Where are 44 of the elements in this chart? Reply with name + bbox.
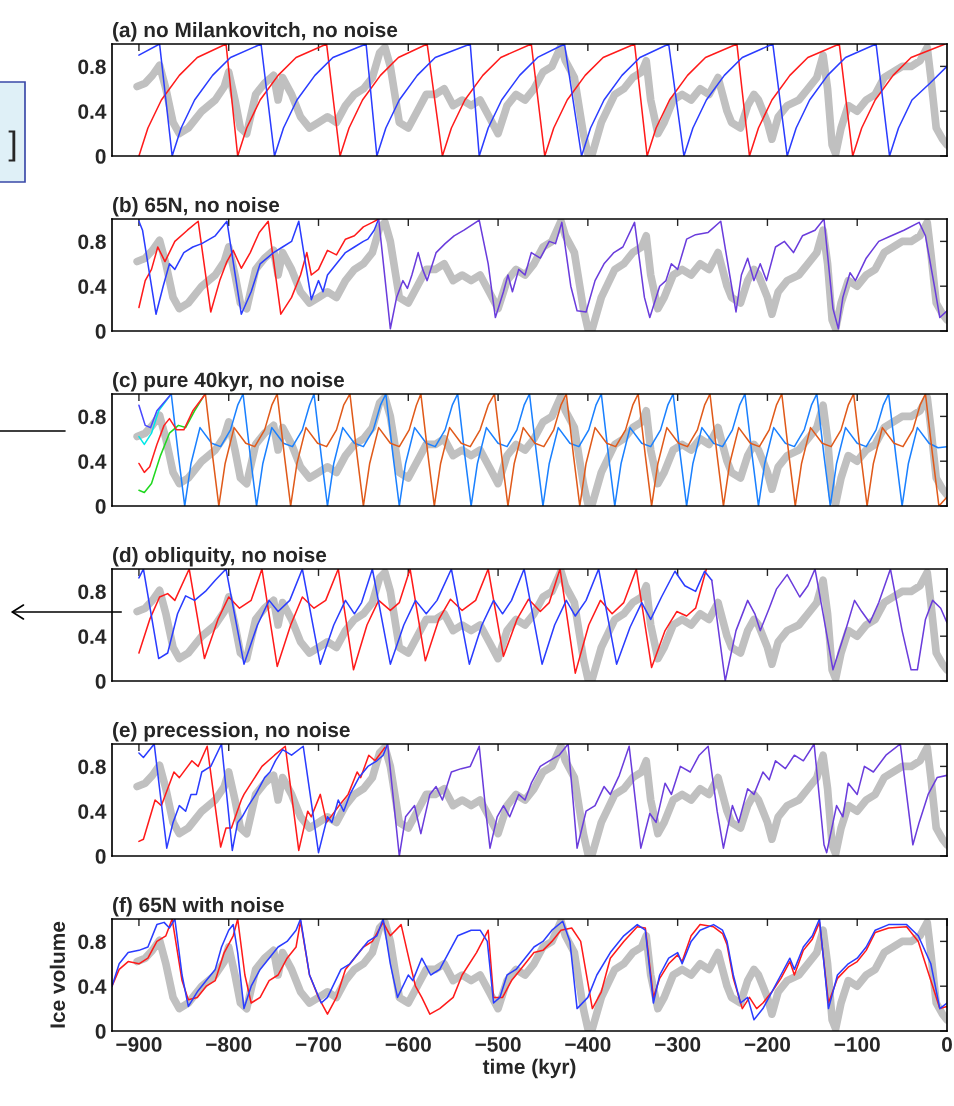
x-axis-title: time (kyr)	[482, 1058, 576, 1079]
x-tick-label: 0	[942, 1037, 952, 1052]
chart-title: (f) 65N with noise	[113, 896, 284, 917]
line-series	[710, 569, 947, 681]
y-tick-label: 0.8	[78, 409, 106, 425]
y-tick-label: 0	[95, 674, 106, 689]
y-tick-label: 0.8	[78, 584, 106, 600]
line-series	[377, 219, 947, 330]
y-tick-label: 0	[95, 149, 106, 164]
y-tick-label: 0.4	[78, 629, 107, 644]
chart-title: (a) no Milankovitch, no noise	[113, 21, 398, 42]
y-tick-label: 0	[95, 849, 106, 864]
y-tick-label: 0.4	[78, 279, 107, 294]
x-tick-label: −900	[116, 1037, 162, 1052]
y-tick-label: 0.8	[78, 759, 106, 775]
x-tick-label: −600	[385, 1037, 431, 1052]
y-tick-label: 0.8	[78, 59, 106, 75]
x-tick-label: −500	[475, 1037, 521, 1052]
y-tick-label: 0.4	[78, 454, 107, 469]
chart-title: (d) obliquity, no noise	[113, 546, 327, 567]
line-series	[138, 395, 171, 446]
x-tick-label: −300	[655, 1037, 701, 1052]
x-tick-label: −400	[565, 1037, 611, 1052]
chart-title: (c) pure 40kyr, no noise	[113, 371, 345, 392]
y-tick-label: 0.4	[78, 979, 107, 994]
x-tick-label: −200	[744, 1037, 791, 1052]
y-tick-label: 0.4	[78, 804, 107, 819]
y-tick-label: 0.8	[78, 934, 106, 950]
y-tick-label: 0	[95, 324, 106, 339]
x-tick-label: −700	[295, 1037, 342, 1052]
chart-title: (e) precession, no noise	[113, 721, 350, 742]
line-series	[386, 744, 947, 856]
x-tick-label: −100	[834, 1037, 880, 1052]
y-tick-label: 0	[95, 499, 106, 514]
x-tick-label: −800	[206, 1037, 252, 1052]
y-tick-label: 0	[95, 1024, 106, 1039]
text: ]	[8, 130, 16, 162]
line-series	[138, 394, 207, 474]
y-axis-title: Ice volume	[49, 921, 66, 1028]
line-series	[138, 219, 380, 315]
y-tick-label: 0.8	[78, 234, 106, 250]
y-tick-label: 0.4	[78, 104, 107, 119]
chart-title: (b) 65N, no noise	[113, 196, 280, 217]
line-series	[138, 394, 173, 429]
